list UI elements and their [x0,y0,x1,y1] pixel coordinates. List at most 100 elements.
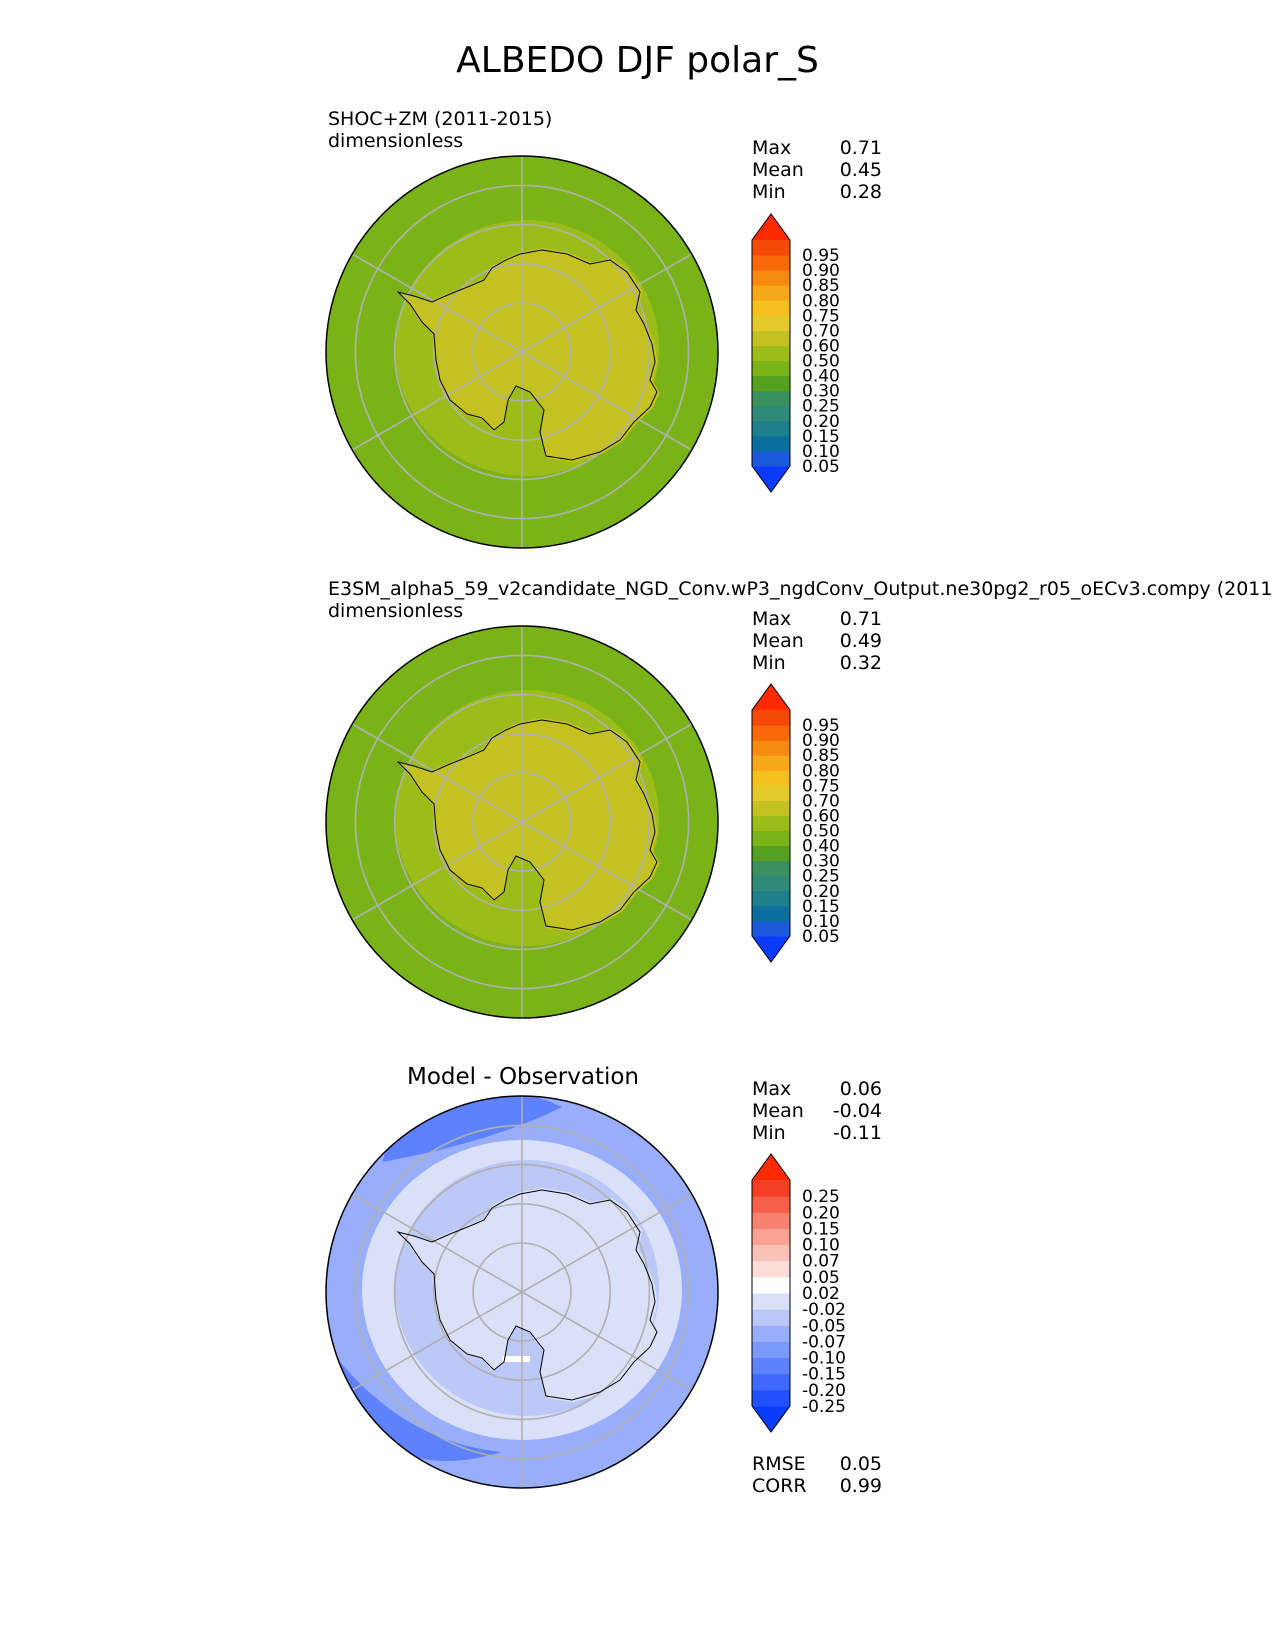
colorbar-segment [752,710,790,726]
metric-value: 0.05 [839,1453,882,1475]
meridian-line [521,821,693,921]
panel2-title: E3SM_alpha5_59_v2candidate_NGD_Conv.wP3_… [328,578,1272,622]
colorbar-segment [752,255,790,271]
colorbar-tick-label: 0.95 [802,716,840,736]
colorbar-segment [752,1341,790,1359]
colorbar-outline [751,683,791,963]
colorbar-extend-max [752,1154,790,1180]
stat-value: 0.71 [839,608,882,630]
panel3-stats: Max 0.06 Mean -0.04 Min -0.11 [752,1078,882,1144]
colorbar-tick-label: 0.10 [802,1236,840,1256]
colorbar-tick-label: 0.25 [802,867,840,887]
coastline [396,249,658,461]
colorbar-segment [752,1244,790,1262]
map-panel-3: -0.25-0.20-0.15-0.10-0.07-0.05-0.020.020… [325,1095,846,1489]
colorbar-tick-label: -0.02 [802,1300,846,1320]
metric-label: RMSE [752,1453,806,1475]
colorbar-tick-label: 0.15 [802,897,840,917]
stat-value: 0.49 [839,630,882,652]
panel1-title: SHOC+ZM (2011-2015) dimensionless [328,108,552,152]
colorbar-segment [752,1180,790,1197]
stat-row-mean: Mean 0.45 [752,159,882,181]
colorbar-extend-max [752,214,790,240]
metric-value: 0.99 [839,1475,882,1497]
colorbar-tick-label: 0.07 [802,1252,840,1272]
colorbar-segment [752,1293,790,1310]
colorbar-tick-label: 0.20 [802,412,840,432]
coastline [396,1189,658,1401]
colorbar-segment [752,845,790,862]
colorbar-2: 0.050.100.150.200.250.300.400.500.600.70… [751,683,840,963]
meridian-line [351,1193,523,1293]
stat-value: 0.32 [839,652,882,674]
meridian-line [521,1193,693,1293]
colorbar-segment [752,1325,790,1342]
panel1-stats: Max 0.71 Mean 0.45 Min 0.28 [752,137,882,203]
colorbar-tick-label: 0.15 [802,1219,840,1239]
map-boundary [325,155,719,549]
colorbar-segment [752,345,790,362]
colorbar-tick-label: 0.50 [802,822,840,842]
colorbar-segment [752,435,790,452]
colorbar-1: 0.050.100.150.200.250.300.400.500.600.70… [751,213,840,493]
colorbar-segment [752,300,790,316]
meridian-line [351,1291,523,1391]
meridian-line [351,821,523,921]
colorbar-segment [752,1196,790,1213]
colorbar-tick-label: 0.60 [802,806,840,826]
colorbar-segment [752,315,790,331]
meridian-line [351,723,523,823]
colorbar-segment [752,815,790,832]
colorbar-tick-label: -0.20 [802,1381,846,1401]
colorbar-segment [752,875,790,892]
colorbar-segment [752,390,790,407]
stat-label: Mean [752,1100,804,1122]
panel3-heading: Model - Observation [406,1064,640,1090]
meridian-line [521,253,693,353]
colorbar-segment [752,1373,790,1391]
colorbar-tick-label: 0.75 [802,776,840,796]
colorbar-extend-max [752,684,790,710]
metric-row-corr: CORR 0.99 [752,1475,882,1497]
panel1-units: dimensionless [328,130,464,152]
colorbar-segment [752,785,790,801]
stat-label: Max [752,137,792,159]
stat-label: Min [752,652,786,674]
colorbar-extend-min [752,936,790,962]
map-boundary [325,1095,719,1489]
colorbar-segment [752,755,790,771]
colorbar-segment [752,905,790,922]
colorbar-tick-label: -0.07 [802,1332,846,1352]
colorbar-segment [752,240,790,256]
colorbar-segment [752,830,790,847]
colorbar-tick-label: 0.20 [802,1203,840,1223]
panel2-stats: Max 0.71 Mean 0.49 Min 0.32 [752,608,882,674]
colorbar-tick-label: 0.85 [802,746,840,766]
stat-value: 0.45 [839,159,882,181]
colorbar-tick-label: 0.05 [802,1268,840,1288]
map-panel-1: 0.050.100.150.200.250.300.400.500.600.70… [325,155,840,549]
colorbar-tick-label: 0.95 [802,246,840,266]
stat-value: 0.28 [839,181,882,203]
stat-row-min: Min 0.28 [752,181,882,203]
colorbar-3: -0.25-0.20-0.15-0.10-0.07-0.05-0.020.020… [751,1153,846,1433]
panel2-units: dimensionless [328,600,464,622]
colorbar-tick-label: 0.25 [802,1187,840,1207]
colorbar-tick-label: 0.30 [802,382,840,402]
panel2-title-line1: E3SM_alpha5_59_v2candidate_NGD_Conv.wP3_… [328,578,1273,600]
colorbar-tick-label: 0.80 [802,761,840,781]
colorbar-segment [752,450,790,467]
colorbar-tick-label: 0.70 [802,321,840,341]
colorbar-tick-label: 0.15 [802,427,840,447]
colorbar-tick-label: 0.50 [802,352,840,372]
colorbar-segment [752,1212,790,1229]
colorbar-tick-label: 0.90 [802,261,840,281]
metric-row-rmse: RMSE 0.05 [752,1453,882,1475]
stat-label: Mean [752,630,804,652]
colorbar-segment [752,405,790,422]
meridian-line [351,351,523,451]
colorbar-tick-label: 0.70 [802,791,840,811]
colorbar-segment [752,420,790,437]
stat-value: -0.11 [832,1122,882,1144]
